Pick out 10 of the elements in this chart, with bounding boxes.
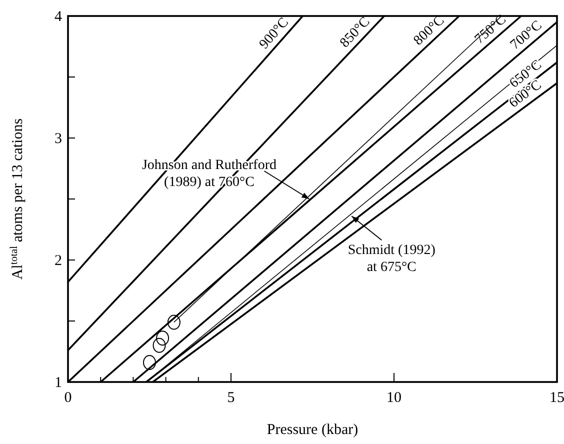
x-tick-label: 15: [550, 390, 564, 406]
y-tick-label: 2: [54, 253, 62, 269]
y-tick-label: 4: [54, 9, 62, 25]
x-tick-label: 0: [64, 390, 72, 406]
x-axis-title: Pressure (kbar): [266, 422, 358, 438]
x-tick-label: 10: [386, 390, 402, 406]
y-tick-label: 3: [54, 131, 62, 147]
annotation: Schmidt (1992) at 675°C: [348, 243, 436, 276]
y-tick-label: 1: [54, 375, 62, 391]
x-tick-label: 5: [227, 390, 235, 406]
